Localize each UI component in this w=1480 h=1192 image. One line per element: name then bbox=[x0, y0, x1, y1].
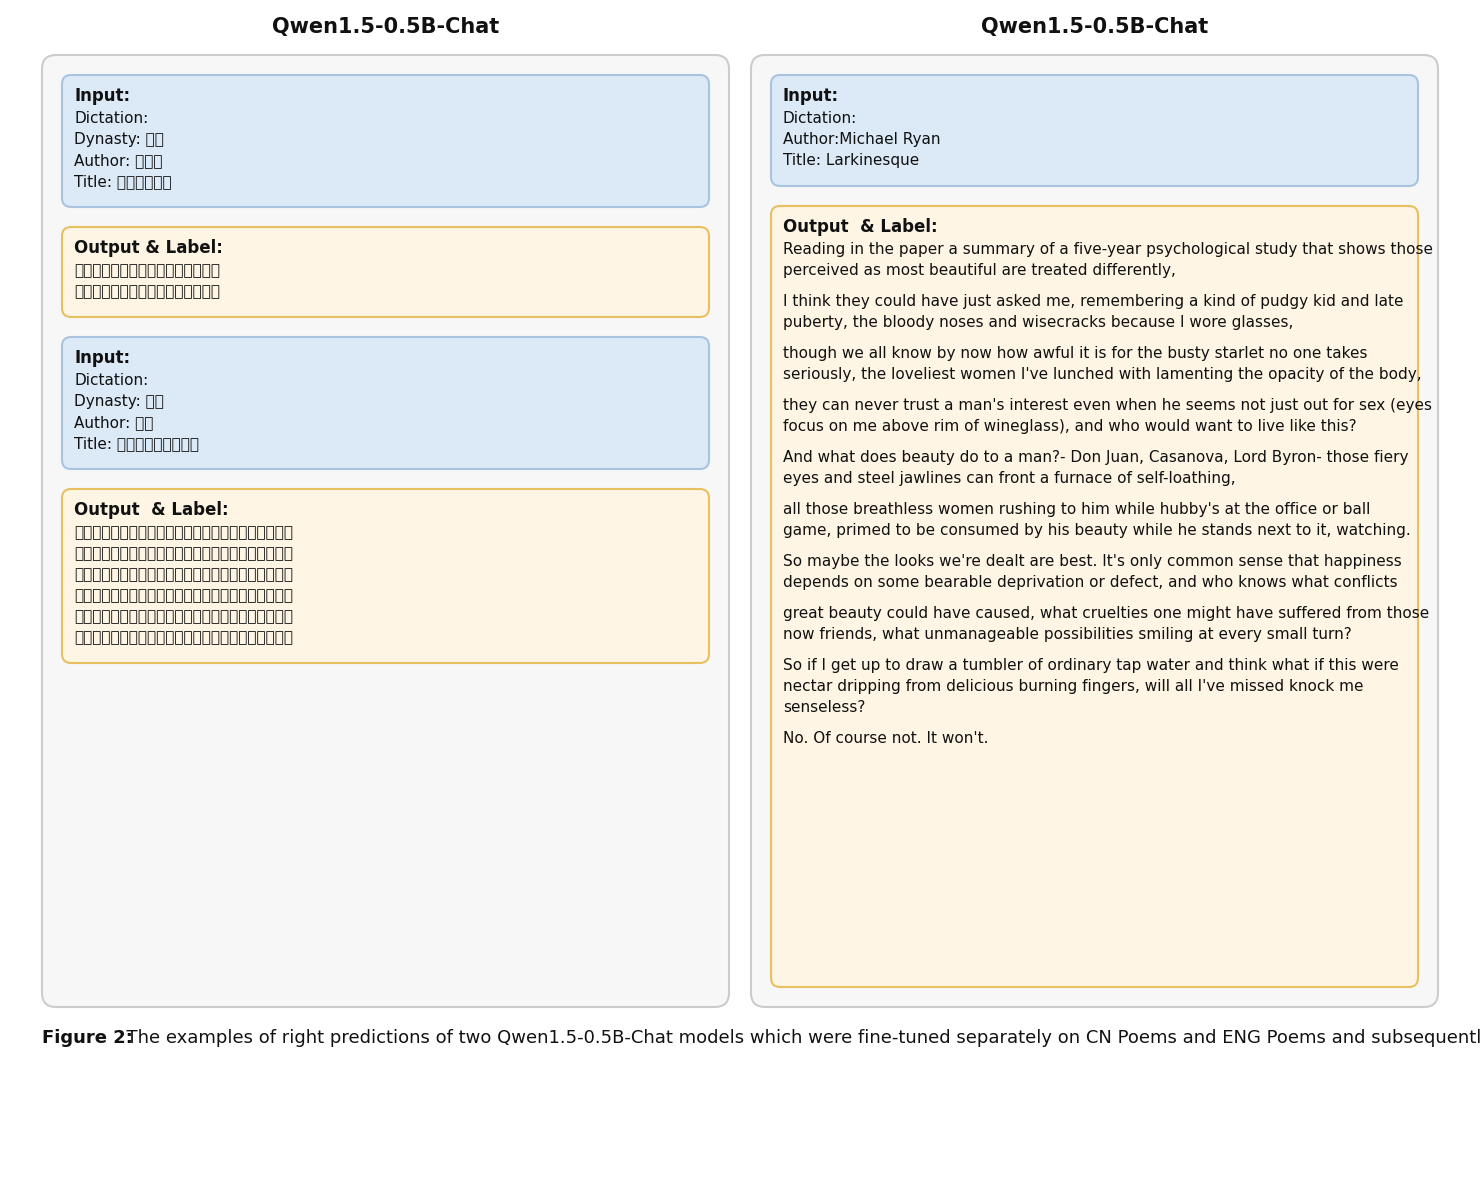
Text: game, primed to be consumed by his beauty while he stands next to it, watching.: game, primed to be consumed by his beaut… bbox=[783, 523, 1410, 538]
Text: Output & Label:: Output & Label: bbox=[74, 240, 223, 257]
Text: Author: 岑参: Author: 岑参 bbox=[74, 415, 154, 430]
Text: focus on me above rim of wineglass), and who would want to live like this?: focus on me above rim of wineglass), and… bbox=[783, 420, 1357, 434]
Text: 青鞋踏尽剑锴山，借枕僧房落照间。: 青鞋踏尽剑锴山，借枕僧房落照间。 bbox=[74, 263, 221, 278]
Text: they can never trust a man's interest even when he seems not just out for sex (e: they can never trust a man's interest ev… bbox=[783, 398, 1433, 412]
FancyBboxPatch shape bbox=[771, 206, 1418, 987]
Text: seriously, the loveliest women I've lunched with lamenting the opacity of the bo: seriously, the loveliest women I've lunc… bbox=[783, 367, 1422, 381]
Text: And what does beauty do to a man?- Don Juan, Casanova, Lord Byron- those fiery: And what does beauty do to a man?- Don J… bbox=[783, 451, 1409, 465]
Text: all those breathless women rushing to him while hubby's at the office or ball: all those breathless women rushing to hi… bbox=[783, 502, 1370, 517]
FancyBboxPatch shape bbox=[62, 337, 709, 468]
Text: So if I get up to draw a tumbler of ordinary tap water and think what if this we: So if I get up to draw a tumbler of ordi… bbox=[783, 658, 1399, 673]
FancyBboxPatch shape bbox=[62, 226, 709, 317]
Text: 富贵徐言久，乡闾殿后归。锦衣都未著，丹旖忽先飞。: 富贵徐言久，乡闾殿后归。锦衣都未著，丹旖忽先飞。 bbox=[74, 609, 293, 623]
Text: depends on some bearable deprivation or defect, and who knows what conflicts: depends on some bearable deprivation or … bbox=[783, 575, 1397, 590]
Text: puberty, the bloody noses and wisecracks because I wore glasses,: puberty, the bloody noses and wisecracks… bbox=[783, 315, 1294, 330]
Text: Input:: Input: bbox=[74, 87, 130, 105]
Text: Output  & Label:: Output & Label: bbox=[783, 218, 938, 236]
Text: Dynasty: 唐代: Dynasty: 唐代 bbox=[74, 395, 164, 409]
Text: Input:: Input: bbox=[74, 349, 130, 367]
Text: nectar dripping from delicious burning fingers, will all I've missed knock me: nectar dripping from delicious burning f… bbox=[783, 679, 1363, 694]
Text: Title: Larkinesque: Title: Larkinesque bbox=[783, 153, 919, 168]
Text: Author:Michael Ryan: Author:Michael Ryan bbox=[783, 132, 940, 147]
Text: Title: 故什射裲公挠歌三首: Title: 故什射裲公挠歌三首 bbox=[74, 436, 198, 451]
Text: Title: 题大儒赏小阁: Title: 题大儒赏小阁 bbox=[74, 174, 172, 190]
Text: Figure 2:: Figure 2: bbox=[41, 1029, 133, 1047]
Text: 高屋凭虚听泉语，岭云应似我身闲。: 高屋凭虚听泉语，岭云应似我身闲。 bbox=[74, 284, 221, 299]
Text: Dynasty: 宋代: Dynasty: 宋代 bbox=[74, 132, 164, 147]
Text: now friends, what unmanageable possibilities smiling at every small turn?: now friends, what unmanageable possibili… bbox=[783, 627, 1351, 642]
FancyBboxPatch shape bbox=[41, 55, 730, 1007]
Text: Output  & Label:: Output & Label: bbox=[74, 501, 228, 519]
Text: Qwen1.5-0.5B-Chat: Qwen1.5-0.5B-Chat bbox=[981, 17, 1208, 37]
FancyBboxPatch shape bbox=[62, 75, 709, 207]
Text: Author: 李彌逆: Author: 李彌逆 bbox=[74, 153, 163, 168]
Text: 哀挂辞秦塞，悲笻出帝畜。遥知九原上，旴觉吖人稀。: 哀挂辞秦塞，悲笻出帝畜。遥知九原上，旴觉吖人稀。 bbox=[74, 631, 293, 645]
Text: though we all know by now how awful it is for the busty starlet no one takes: though we all know by now how awful it i… bbox=[783, 346, 1368, 361]
FancyBboxPatch shape bbox=[62, 489, 709, 663]
Text: Input:: Input: bbox=[783, 87, 839, 105]
Text: Reading in the paper a summary of a five-year psychological study that shows tho: Reading in the paper a summary of a five… bbox=[783, 242, 1433, 257]
Text: So maybe the looks we're dealt are best. It's only common sense that happiness: So maybe the looks we're dealt are best.… bbox=[783, 554, 1402, 569]
Text: Dictation:: Dictation: bbox=[74, 111, 148, 126]
Text: I think they could have just asked me, remembering a kind of pudgy kid and late: I think they could have just asked me, r… bbox=[783, 294, 1403, 309]
Text: great beauty could have caused, what cruelties one might have suffered from thos: great beauty could have caused, what cru… bbox=[783, 606, 1430, 621]
Text: No. Of course not. It won't.: No. Of course not. It won't. bbox=[783, 731, 989, 746]
FancyBboxPatch shape bbox=[771, 75, 1418, 186]
Text: 五府瞻高位，三台费大贤。礼容还故绳，寺赈冠新田。: 五府瞻高位，三台费大贤。礼容还故绳，寺赈冠新田。 bbox=[74, 567, 293, 582]
Text: The examples of right predictions of two Qwen1.5-0.5B-Chat models which were fin: The examples of right predictions of two… bbox=[114, 1029, 1480, 1047]
Text: eyes and steel jawlines can front a furnace of self-loathing,: eyes and steel jawlines can front a furn… bbox=[783, 471, 1236, 486]
FancyBboxPatch shape bbox=[750, 55, 1439, 1007]
Text: Dictation:: Dictation: bbox=[74, 373, 148, 389]
Text: 盛德资邦杰，嘉谟作世程。门瞻驴马贵，时仰八龙名。: 盛德资邦杰，嘉谟作世程。门瞻驴马贵，时仰八龙名。 bbox=[74, 524, 293, 540]
Text: Qwen1.5-0.5B-Chat: Qwen1.5-0.5B-Chat bbox=[272, 17, 499, 37]
Text: 气歌汾阴鼎，魂飞京兆方。先时剑已没，陇树久苍然。: 气歌汾阴鼎，魂飞京兆方。先时剑已没，陇树久苍然。 bbox=[74, 588, 293, 603]
Text: 羊市秦人送，还乡绳老迎。莫埋丞相印，留著付玄成。: 羊市秦人送，还乡绳老迎。莫埋丞相印，留著付玄成。 bbox=[74, 546, 293, 561]
Text: Dictation:: Dictation: bbox=[783, 111, 857, 126]
Text: perceived as most beautiful are treated differently,: perceived as most beautiful are treated … bbox=[783, 263, 1177, 278]
Text: senseless?: senseless? bbox=[783, 700, 866, 715]
